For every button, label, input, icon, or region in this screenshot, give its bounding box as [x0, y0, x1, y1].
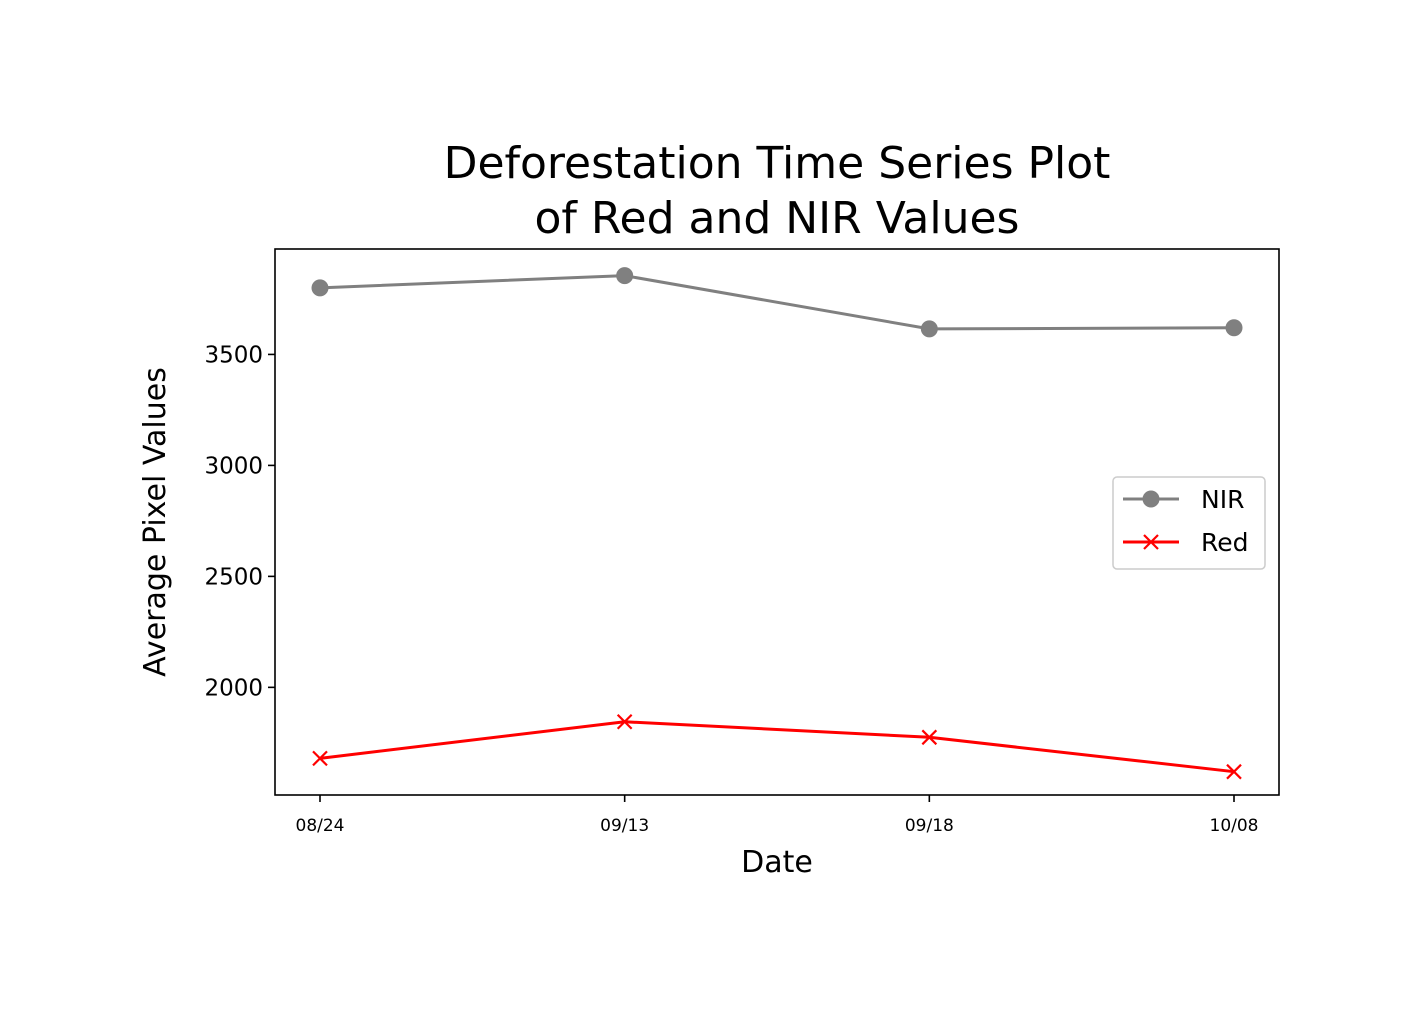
series-line-red	[319, 720, 1235, 774]
chart-title: Deforestation Time Series Plot of Red an…	[444, 138, 1111, 244]
data-point-nir	[920, 320, 938, 338]
data-point-red	[921, 729, 938, 746]
legend-marker-red-stroke	[1143, 534, 1159, 550]
legend: NIR Red	[1112, 476, 1266, 570]
y-tick-label: 3000	[204, 453, 263, 479]
data-point-red	[1226, 763, 1242, 780]
y-axis-label: Average Pixel Values	[138, 367, 173, 677]
data-point-red-stroke	[1226, 763, 1242, 780]
data-point-red-stroke	[312, 750, 328, 767]
axes-frame	[274, 248, 1280, 796]
legend-label-red: Red	[1201, 528, 1249, 557]
data-point-nir	[616, 267, 634, 285]
data-point-red-stroke	[616, 713, 633, 730]
legend-label-nir: NIR	[1201, 485, 1244, 514]
y-tick-label: 2000	[204, 675, 263, 701]
chart-title-line-2: of Red and NIR Values	[535, 193, 1020, 244]
x-tick-label: 09/13	[600, 816, 649, 836]
y-tick-label: 3500	[204, 342, 263, 368]
chart-title-line-1: Deforestation Time Series Plot	[444, 138, 1111, 189]
data-point-nir	[311, 279, 329, 297]
data-point-red-stroke	[921, 729, 938, 746]
x-axis-label: Date	[741, 845, 813, 880]
legend-marker-nir	[1142, 490, 1160, 508]
x-tick-label: 08/24	[296, 816, 345, 836]
data-point-red	[616, 713, 633, 730]
y-tick-label: 2500	[204, 564, 263, 590]
series-line-nir	[319, 274, 1235, 331]
plot-area: 2000 2500 3000 3500 08/24 09/13 09/18 10/08	[204, 248, 1280, 836]
x-tick-label: 10/08	[1210, 816, 1259, 836]
x-tick-label: 09/18	[905, 816, 954, 836]
data-point-nir	[1225, 319, 1243, 337]
legend-marker-red	[1143, 534, 1159, 550]
data-point-red	[312, 750, 328, 767]
